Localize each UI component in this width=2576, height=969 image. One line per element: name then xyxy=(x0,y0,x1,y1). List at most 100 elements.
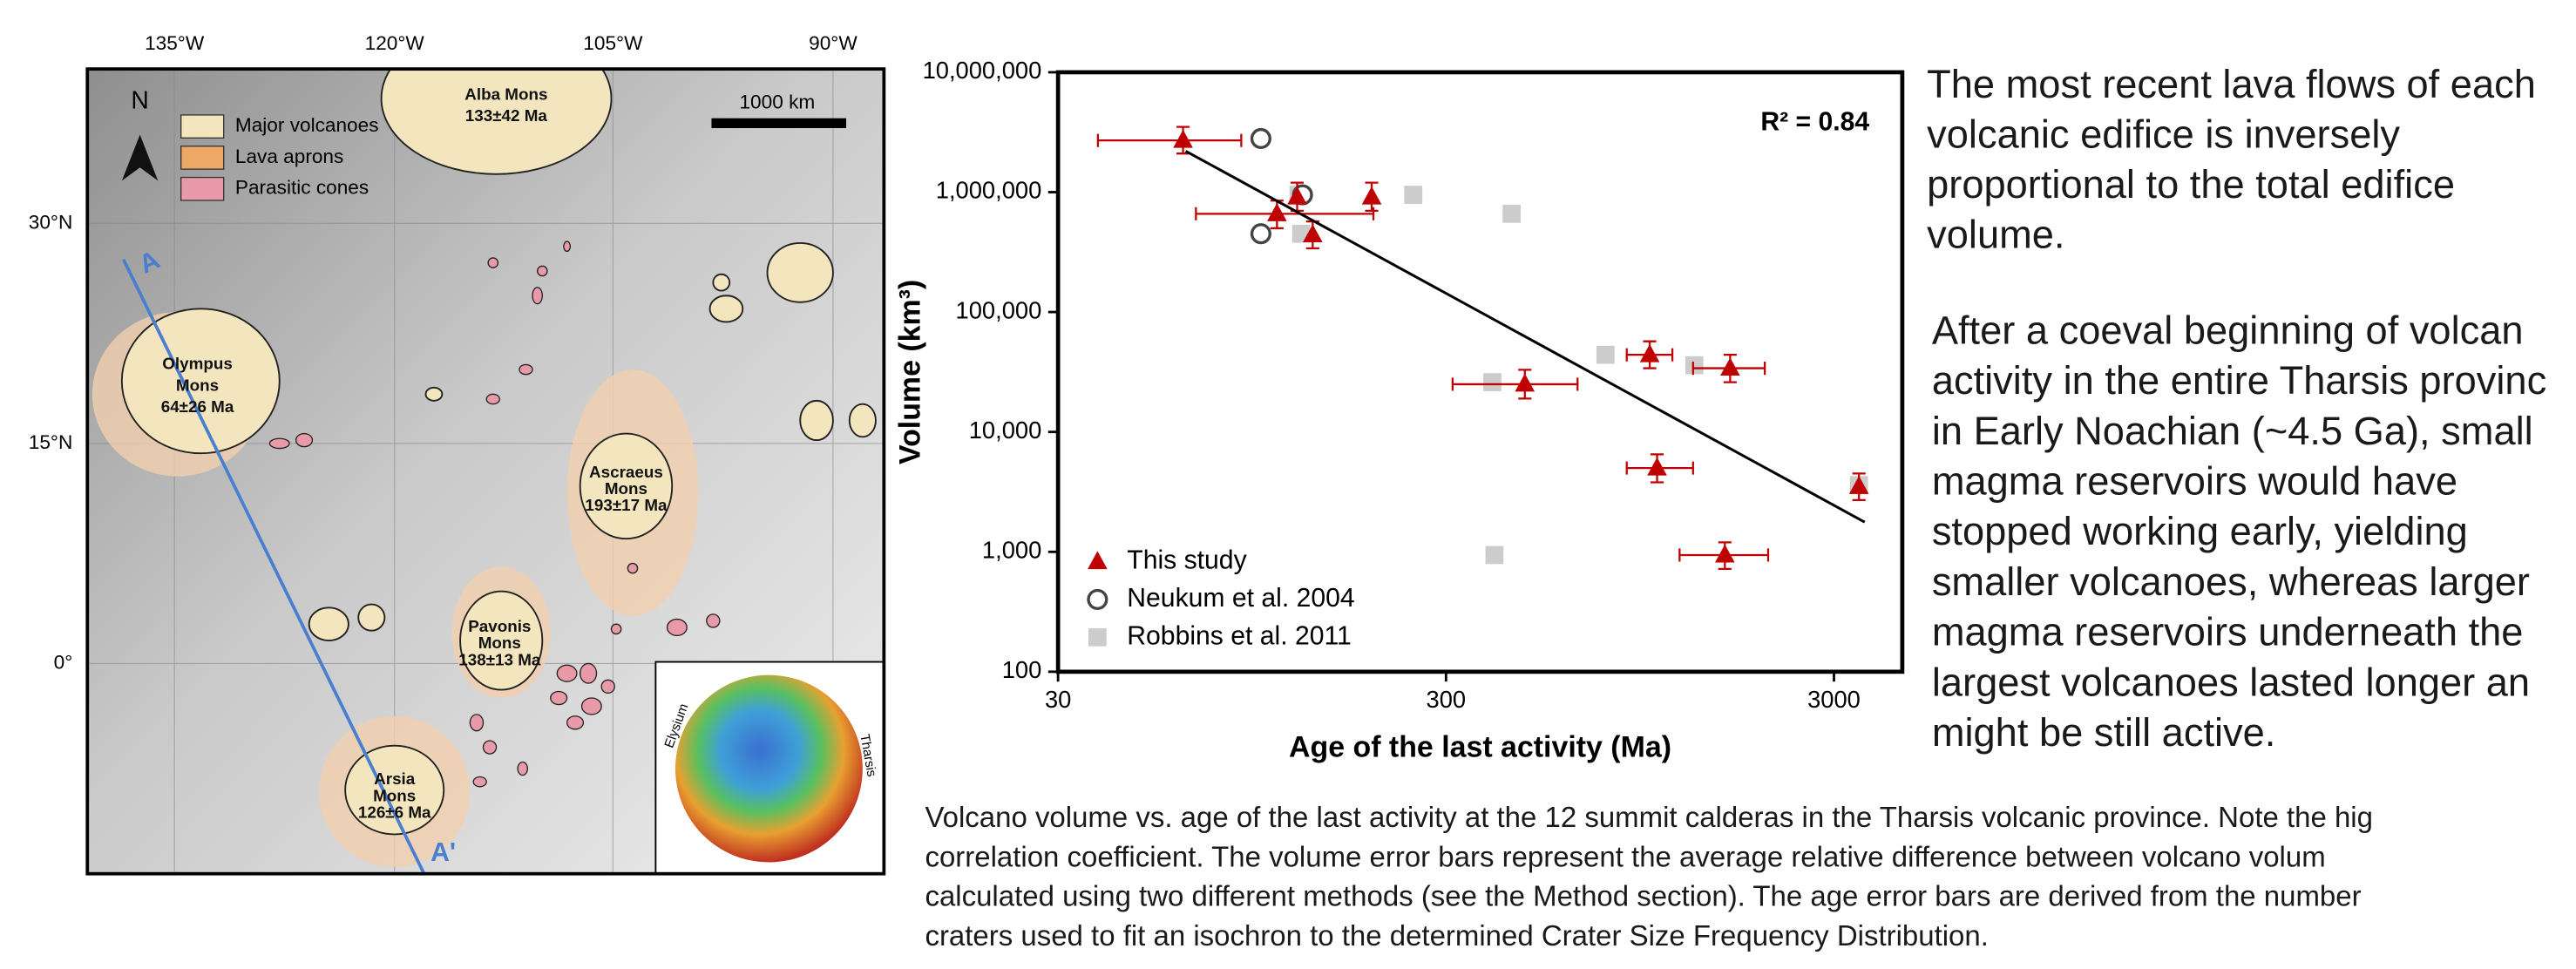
x-axis-label: Age of the last activity (Ma) xyxy=(1289,730,1671,763)
profile-line xyxy=(122,258,426,874)
point xyxy=(1720,357,1740,376)
lon-label: 135°W xyxy=(145,32,205,54)
x-tick-label: 300 xyxy=(1427,686,1467,713)
x-tick-label: 30 xyxy=(1045,686,1071,713)
volcano-age: 193±17 Ma xyxy=(585,496,668,514)
volcano-age: 126±6 Ma xyxy=(358,803,431,822)
volcanoes xyxy=(120,69,877,836)
paragraph-line: activity in the entire Tharsis provinc xyxy=(1932,358,2546,403)
volcano-age: 138±13 Ma xyxy=(458,650,541,668)
chart: 100 1,000 10,000 100,000 1,000,000 10,000,000… xyxy=(893,57,1905,763)
paragraph-line: stopped working early, yielding xyxy=(1932,509,2468,553)
paragraph-line: After a coeval beginning of volcan xyxy=(1932,308,2524,353)
map xyxy=(85,67,886,876)
volcano-name: Ascraeus xyxy=(589,463,663,481)
volcano-name: Pavonis xyxy=(468,617,531,635)
volcano-name: Mons xyxy=(605,479,647,498)
map-legend-label: Parasitic cones xyxy=(235,177,369,199)
paragraph-line: volcanic edifice is inversely xyxy=(1927,112,2400,156)
point xyxy=(1361,186,1382,205)
point xyxy=(1502,204,1522,223)
paragraph-line: magma reservoirs would have xyxy=(1932,459,2457,504)
y-tick-label: 1,000 xyxy=(982,536,1041,563)
paragraph-line: The most recent lava flows of each xyxy=(1927,62,2536,106)
legend-marker xyxy=(1088,551,1108,570)
point xyxy=(1303,224,1323,243)
legend-label: Robbins et al. 2011 xyxy=(1127,621,1352,650)
north-arrow xyxy=(121,134,159,181)
paragraph-line: magma reservoirs underneath the xyxy=(1932,610,2524,654)
x-tick-label: 3000 xyxy=(1807,686,1861,713)
y-tick-label: 10,000,000 xyxy=(923,57,1042,84)
volcano-age: 133±42 Ma xyxy=(465,106,548,125)
lon-label: 120°W xyxy=(365,32,425,54)
y-axis-label: Volume (km³) xyxy=(893,280,926,464)
scale-label: 1000 km xyxy=(739,91,815,113)
y-tick-label: 100,000 xyxy=(956,296,1042,323)
point xyxy=(1848,476,1869,494)
paragraph-line: proportional to the total edifice xyxy=(1927,162,2455,207)
text-block: The most recent lava flows of each volcan… xyxy=(925,62,2546,952)
point xyxy=(1714,544,1735,563)
point xyxy=(1250,127,1271,150)
volcano-name: Mons xyxy=(478,634,521,652)
volcano-name: Mons xyxy=(176,376,219,394)
point xyxy=(1596,345,1615,364)
caption-line: Volcano volume vs. age of the last activ… xyxy=(925,801,2373,833)
lat-label: 0° xyxy=(54,651,73,673)
lat-label: 15°N xyxy=(29,431,73,453)
caption-line: craters used to fit an isochron to the d… xyxy=(925,919,1988,952)
map-legend-label: Lava aprons xyxy=(235,146,343,167)
point xyxy=(1267,203,1287,221)
map-legend-label: Major volcanoes xyxy=(235,114,379,136)
point xyxy=(1250,223,1271,245)
paragraph-line: might be still active. xyxy=(1932,710,2276,755)
point xyxy=(1685,356,1704,375)
paragraph-line: largest volcanoes lasted longer an xyxy=(1932,660,2530,704)
map-frame xyxy=(85,67,886,876)
plot-frame xyxy=(1055,70,1905,674)
y-tick-label: 1,000,000 xyxy=(936,177,1042,204)
caption-line: correlation coefficient. The volume erro… xyxy=(925,840,2325,872)
map-legend-swatches xyxy=(180,114,225,201)
lon-label: 105°W xyxy=(583,32,643,54)
legend-label: Neukum et al. 2004 xyxy=(1127,584,1354,613)
x-error-bar xyxy=(1195,207,1375,220)
paragraph-line: in Early Noachian (~4.5 Ga), small xyxy=(1932,409,2533,453)
y-tick-label: 100 xyxy=(1002,656,1042,683)
y-tick-label: 10,000 xyxy=(969,417,1042,444)
inset-globe xyxy=(675,674,863,863)
profile-label: A' xyxy=(430,838,456,867)
volcano-name: Arsia xyxy=(374,769,416,788)
x-error-bar xyxy=(1096,133,1243,147)
point xyxy=(1647,457,1667,476)
annotation: R² = 0.84 xyxy=(1760,107,1869,136)
volcano-name: Alba Mons xyxy=(464,85,547,103)
point xyxy=(1639,343,1660,363)
volcano-name: Mons xyxy=(373,786,416,804)
point xyxy=(1173,129,1193,148)
point xyxy=(1287,186,1307,205)
legend-marker xyxy=(1088,627,1107,647)
lon-label: 90°W xyxy=(809,32,858,54)
point xyxy=(1483,373,1502,391)
x-error-bar xyxy=(1451,377,1579,391)
north-label: N xyxy=(131,85,148,113)
map-labels: 135°W 120°W 105°W 90°W 30°N 15°N 0° N 1000 km Maj… xyxy=(29,32,879,867)
volcano-name: Olympus xyxy=(162,354,233,372)
paragraph-line: volume. xyxy=(1927,212,2064,256)
point xyxy=(1404,186,1423,204)
trend-line xyxy=(1184,150,1866,524)
caption-line: calculated using two different methods (… xyxy=(925,880,2361,912)
legend-label: This study xyxy=(1127,546,1247,575)
volcano-age: 64±26 Ma xyxy=(161,397,234,416)
parasitic-cones xyxy=(268,241,721,788)
legend-marker xyxy=(1087,588,1108,610)
scale-bar xyxy=(711,118,847,129)
lat-label: 30°N xyxy=(29,211,73,233)
paragraph-line: smaller volcanoes, whereas larger xyxy=(1932,559,2530,604)
point xyxy=(1515,373,1535,392)
point xyxy=(1485,545,1504,565)
